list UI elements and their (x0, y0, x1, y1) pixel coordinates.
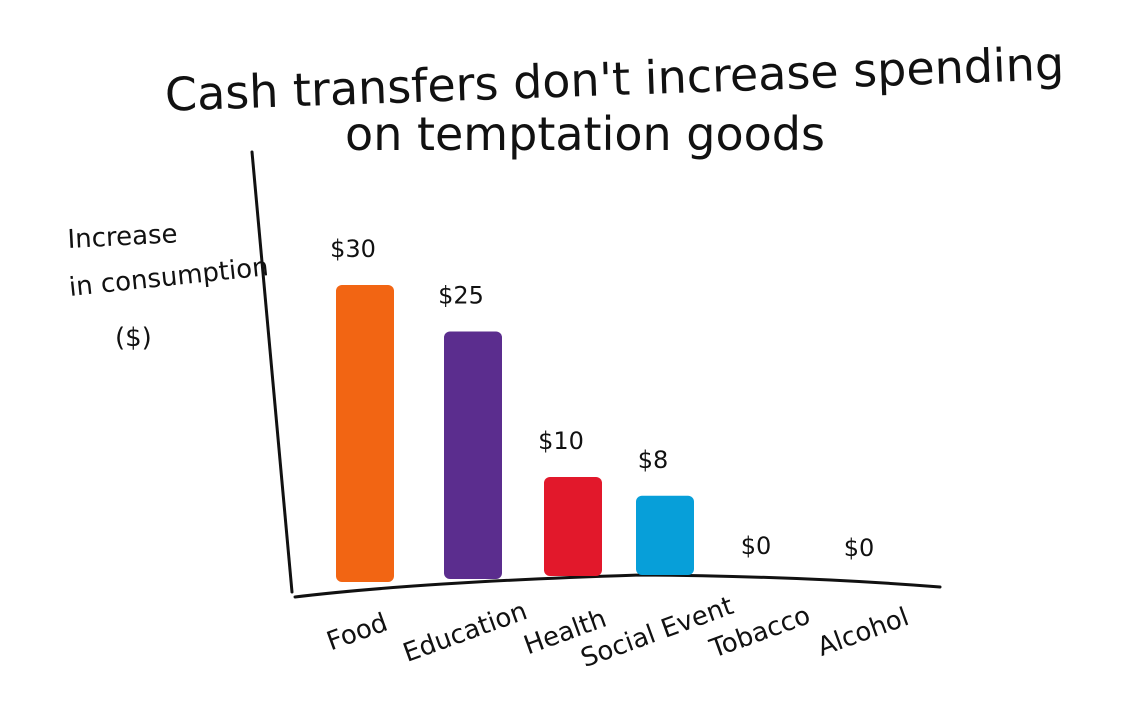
value-label-health: $10 (538, 427, 584, 455)
x-tick-label-education: Education (399, 596, 531, 668)
y-axis-label-line-2: in consumption (68, 252, 270, 303)
value-label-social-event: $8 (638, 446, 669, 474)
y-axis-label-line-1: Increase (67, 219, 178, 255)
value-label-alcohol: $0 (844, 534, 875, 562)
bar-food (336, 285, 394, 582)
value-labels-group: $30 $25 $10 $8 $0 $0 (330, 235, 874, 562)
value-label-tobacco: $0 (741, 532, 772, 560)
bar-health (544, 477, 602, 576)
bar-social-event (636, 495, 694, 575)
x-tick-label-alcohol: Alcohol (814, 602, 913, 663)
value-label-education: $25 (438, 282, 484, 310)
x-axis-line (293, 573, 942, 599)
chart-title-line-2: on temptation goods (345, 107, 825, 161)
y-axis-label-line-3: ($) (115, 323, 152, 353)
y-axis-line (250, 150, 294, 594)
bars-group (336, 285, 694, 582)
value-label-food: $30 (330, 235, 376, 263)
x-tick-label-food: Food (323, 608, 392, 658)
bar-education (444, 331, 502, 579)
